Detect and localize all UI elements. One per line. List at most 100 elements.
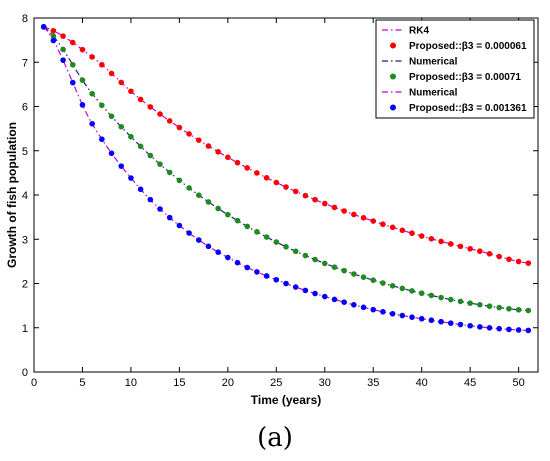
data-point [205,143,212,149]
data-point [409,288,415,294]
data-point [467,245,473,252]
data-point [428,236,435,242]
data-point [50,37,57,44]
data-point [118,123,125,130]
data-point [166,118,173,124]
legend-label: Numerical [409,88,458,99]
data-point [244,264,251,271]
data-point [351,302,357,308]
data-point [486,251,493,257]
x-tick-label: 30 [319,377,331,389]
data-point [515,306,522,313]
data-point [225,211,231,218]
data-point [79,77,86,83]
data-point [225,254,231,261]
data-point [399,312,406,319]
data-point [389,310,396,317]
x-tick-label: 45 [464,377,476,389]
data-point [147,152,154,159]
data-point [360,215,367,221]
figure-caption: (a) [257,423,293,453]
data-point [447,296,454,303]
data-point [380,309,386,315]
data-point [254,170,260,176]
x-tick-label: 25 [270,377,282,389]
data-point [225,154,231,161]
data-point [302,287,309,294]
data-point [273,239,280,245]
data-point [263,234,270,240]
data-point [438,294,444,301]
data-point [477,248,483,254]
data-point [157,161,163,167]
data-point [283,184,289,190]
data-point [79,102,86,108]
data-point [389,283,396,289]
data-point [457,243,464,250]
data-point [108,113,115,120]
x-axis-ticks: 0 5 10 15 20 25 30 35 40 45 50 [31,18,525,389]
data-point [283,243,289,250]
data-point [205,199,212,205]
data-point [312,290,318,297]
y-tick-label: 4 [22,190,28,202]
data-point [99,136,105,143]
data-point [137,186,144,193]
data-point [525,327,532,334]
data-point [370,218,377,224]
x-tick-label: 20 [222,377,234,389]
x-tick-label: 50 [512,377,524,389]
legend-dot-swatch [390,42,396,49]
data-point [99,61,105,68]
data-point [79,46,86,53]
data-point [215,249,221,255]
y-axis-label: Growth of fish population [5,122,19,268]
data-point [60,46,66,53]
data-point [99,102,105,109]
y-tick-label: 8 [22,13,28,25]
data-point [108,150,115,157]
data-point [137,143,144,150]
data-point [234,159,241,166]
data-point [360,274,367,280]
x-tick-label: 15 [173,377,185,389]
data-point [447,241,454,247]
series-line [43,26,529,264]
data-point [195,192,202,198]
y-tick-label: 5 [22,146,28,158]
data-point [60,33,66,39]
data-point [60,57,66,63]
series-line [43,26,529,312]
data-point [399,285,406,292]
data-point [273,276,280,283]
data-point [389,224,396,231]
y-axis-ticks: 0 1 2 3 4 5 6 7 8 [22,13,538,379]
data-point [506,326,512,333]
data-point [292,284,299,290]
data-point [166,214,173,221]
data-point [496,253,503,260]
y-tick-label: 0 [22,367,28,379]
data-point [525,260,532,266]
x-tick-label: 5 [79,377,85,389]
data-point [234,259,241,266]
legend-label: Proposed::β3 = 0.00071 [409,72,521,83]
data-point [438,318,444,325]
data-point [321,260,328,267]
data-point [118,163,125,169]
x-tick-label: 0 [31,377,37,389]
data-point [312,196,318,203]
data-point [89,54,95,60]
data-point [467,322,473,329]
data-point [234,217,241,224]
data-point [176,124,183,131]
data-point [176,222,183,229]
data-point [428,317,435,324]
data-point [360,304,367,311]
data-point [506,305,512,312]
data-point [263,175,270,181]
legend-label: Proposed::β3 = 0.001361 [409,103,527,114]
legend-label: Proposed::β3 = 0.000061 [409,41,527,52]
data-point [128,88,134,95]
data-point [331,264,338,270]
